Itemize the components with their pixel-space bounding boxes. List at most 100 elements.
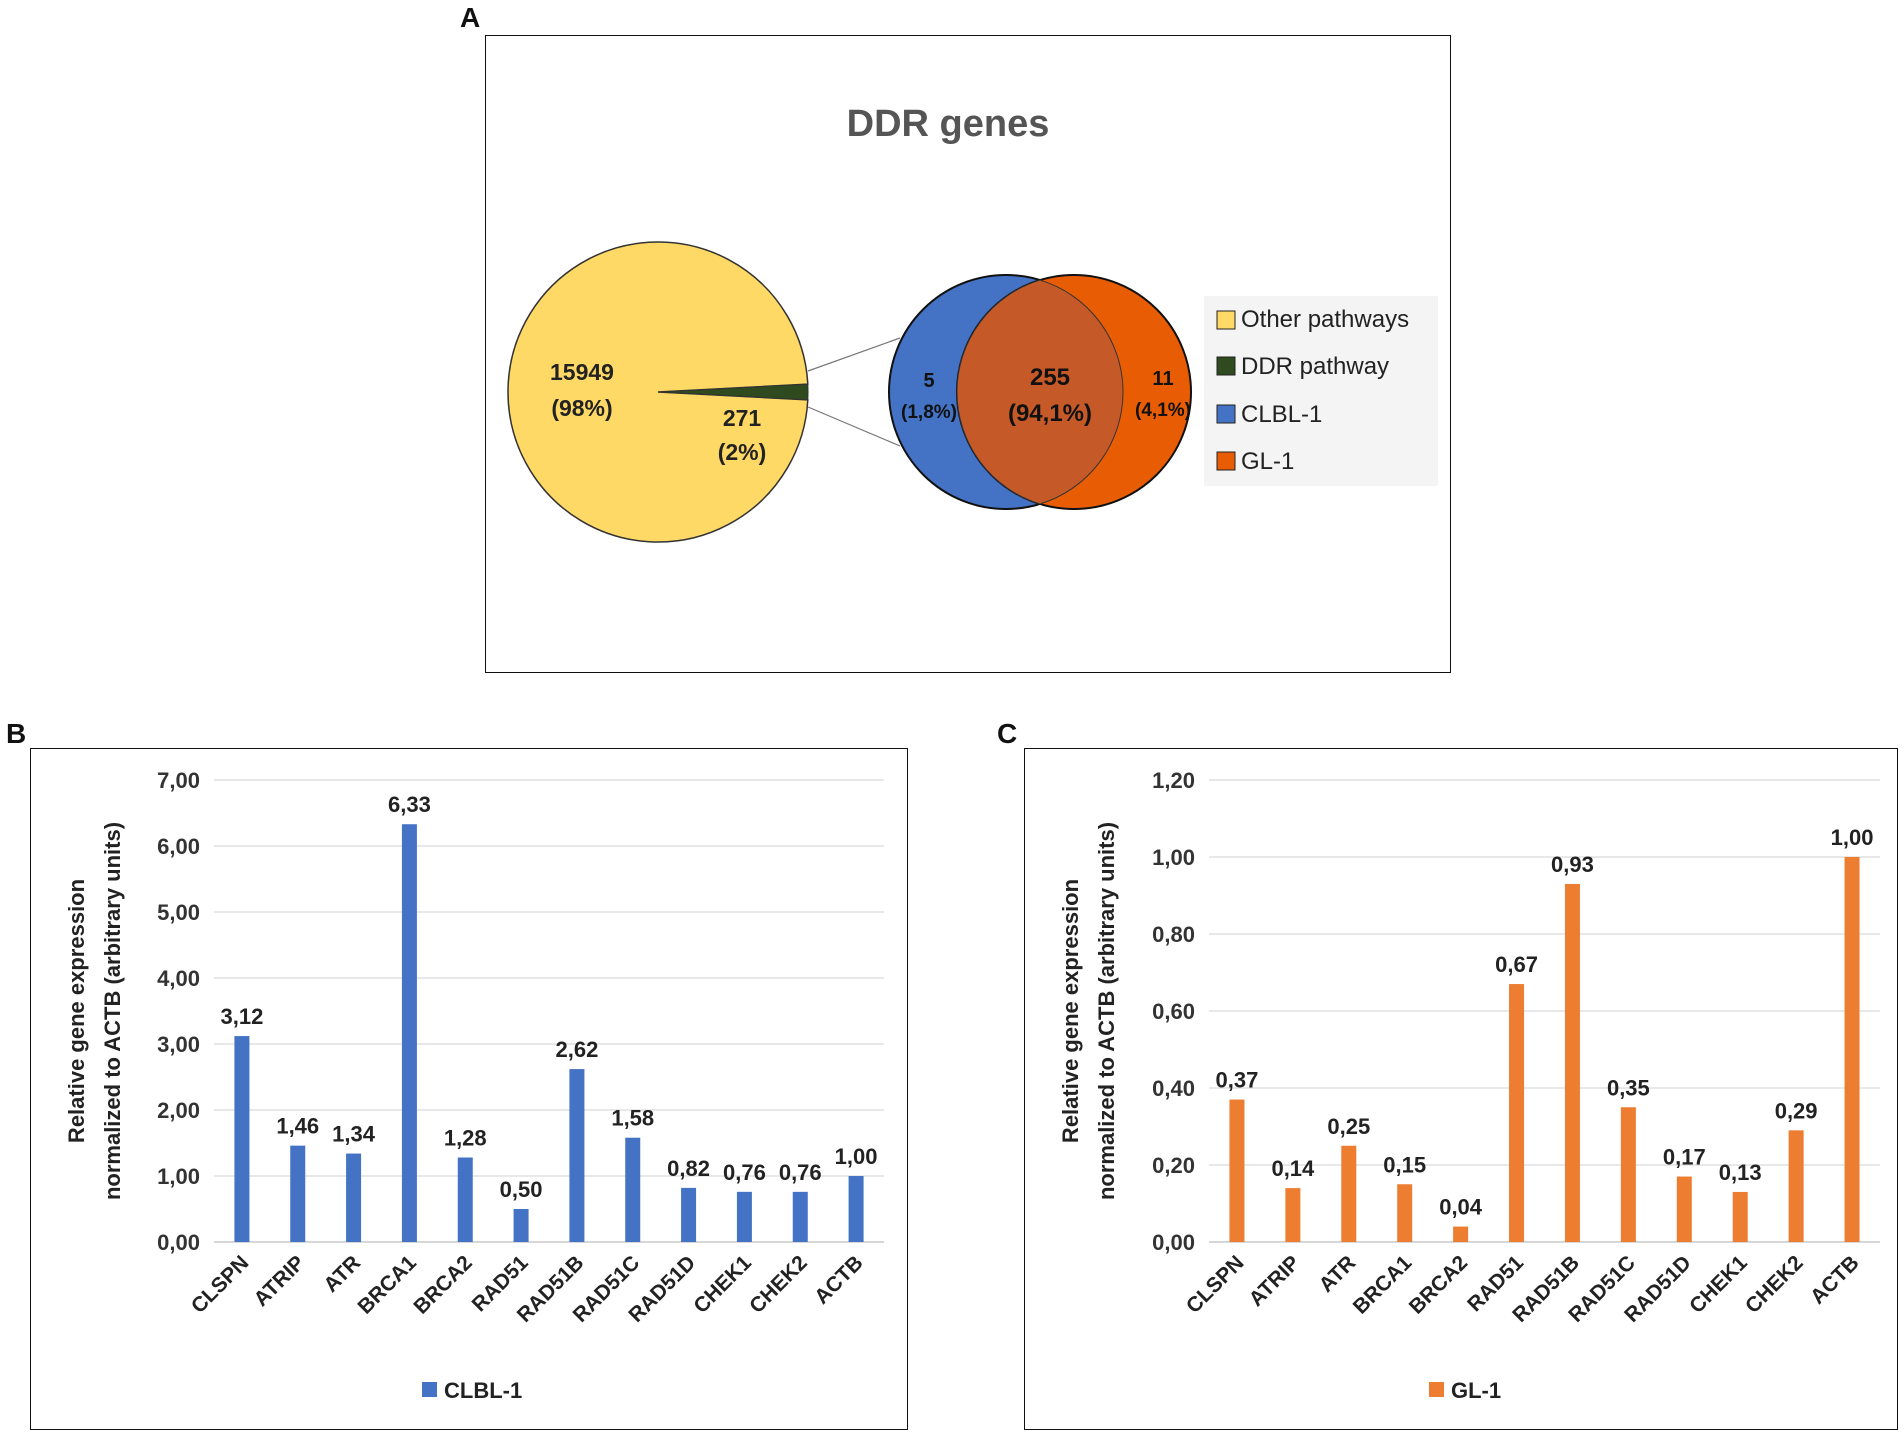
bar-actb [848, 1176, 864, 1242]
bar-value-label: 0,04 [1439, 1195, 1483, 1220]
x-tick-label: ATRIP [250, 1251, 310, 1311]
bar-value-label: 0,25 [1327, 1114, 1370, 1139]
bar-value-label: 0,67 [1495, 952, 1538, 977]
bar-value-label: 2,62 [556, 1037, 599, 1062]
panel-a-legend: Other pathways DDR pathway CLBL-1 GL-1 [1204, 296, 1438, 486]
bar-value-label: 0,37 [1216, 1068, 1259, 1093]
x-tick-label: BRCA2 [409, 1251, 476, 1318]
x-tick-label: BRCA2 [1405, 1251, 1472, 1318]
legend-label-gl1: GL-1 [1241, 448, 1294, 475]
pie-venn-connector-top [807, 337, 901, 372]
legend-label-clbl1-bars: CLBL-1 [444, 1378, 522, 1403]
y-tick-label: 1,00 [1152, 845, 1195, 870]
bar-rad51 [1509, 984, 1525, 1242]
legend-swatch-clbl1 [1216, 404, 1236, 424]
bar-brca2 [1453, 1226, 1469, 1242]
legend-swatch-other-pathways [1216, 310, 1236, 330]
y-tick-label: 4,00 [157, 966, 200, 991]
venn-right-percent: (4,1%) [1135, 400, 1191, 421]
bar-value-label: 0,13 [1719, 1160, 1762, 1185]
x-tick-label: ATRIP [1245, 1251, 1305, 1311]
bar-actb [1844, 857, 1860, 1242]
venn-overlap-region [956, 279, 1124, 505]
bar-chek2 [1788, 1130, 1804, 1242]
bar-value-label: 0,14 [1271, 1156, 1315, 1181]
panel-c-frame [1024, 748, 1898, 1430]
x-tick-label: BRCA1 [354, 1251, 422, 1319]
y-axis-label-line2: normalized to ACTB (arbitrary units) [1094, 822, 1119, 1200]
bar-clspn [1229, 1099, 1245, 1242]
bar-chek1 [736, 1191, 752, 1242]
bar-value-label: 1,46 [276, 1114, 319, 1139]
bar-rad51c [625, 1137, 641, 1242]
bar-chek1 [1732, 1191, 1748, 1242]
venn-overlap-value: 255 [1030, 364, 1070, 391]
bar-value-label: 0,35 [1607, 1075, 1650, 1100]
y-tick-label: 7,00 [157, 768, 200, 793]
pie-label-ddr-percent: (2%) [718, 439, 767, 465]
y-tick-label: 0,80 [1152, 922, 1195, 947]
bar-value-label: 1,00 [835, 1144, 878, 1169]
x-tick-label: CLSPN [1182, 1251, 1249, 1318]
bar-atr [346, 1153, 362, 1242]
panel-letter-b: B [6, 718, 27, 749]
legend-swatch-gl1 [1216, 451, 1236, 471]
legend-swatch-ddr-pathway [1216, 356, 1236, 376]
bar-value-label: 3,12 [221, 1004, 264, 1029]
legend-label-clbl1: CLBL-1 [1241, 401, 1322, 428]
bar-rad51b [569, 1069, 585, 1242]
venn-right-value: 11 [1152, 368, 1173, 390]
bar-value-label: 0,82 [667, 1156, 710, 1181]
legend-swatch-clbl1-bars [422, 1382, 437, 1397]
y-tick-label: 0,40 [1152, 1076, 1195, 1101]
pie-label-other-percent: (98%) [551, 395, 612, 421]
bar-atrip [290, 1145, 306, 1242]
bar-rad51b [1564, 883, 1580, 1242]
bar-value-label: 0,50 [500, 1177, 543, 1202]
legend-label-ddr-pathway: DDR pathway [1241, 353, 1389, 380]
bar-value-label: 0,76 [723, 1160, 766, 1185]
bar-value-label: 0,15 [1383, 1152, 1426, 1177]
y-tick-label: 2,00 [157, 1098, 200, 1123]
bar-rad51d [681, 1187, 697, 1242]
pie-slice-ddr-pathway [657, 383, 809, 401]
y-tick-label: 3,00 [157, 1032, 200, 1057]
bar-value-label: 0,17 [1663, 1145, 1706, 1170]
y-tick-label: 5,00 [157, 900, 200, 925]
bar-value-label: 0,76 [779, 1160, 822, 1185]
y-tick-label: 6,00 [157, 834, 200, 859]
bar-value-label: 1,28 [444, 1126, 487, 1151]
bar-brca1 [401, 824, 417, 1242]
bar-brca1 [1397, 1184, 1413, 1242]
y-tick-label: 1,20 [1152, 768, 1195, 793]
panel-b-chart: 0,00 1,00 2,00 3,00 4,00 5,00 6,00 7,00 Relative… [64, 768, 884, 1327]
x-tick-label: ATR [1315, 1251, 1361, 1297]
bar-atrip [1285, 1188, 1301, 1242]
bar-rad51 [513, 1209, 529, 1242]
pie-label-other-value: 15949 [550, 359, 614, 385]
y-tick-label: 0,20 [1152, 1153, 1195, 1178]
x-tick-label: CHEK2 [1741, 1251, 1808, 1318]
bar-brca2 [457, 1157, 473, 1242]
panel-letter-a: A [460, 2, 481, 33]
venn-left-value: 5 [923, 370, 934, 392]
y-tick-label: 0,60 [1152, 999, 1195, 1024]
y-axis-label-line1: Relative gene expression [64, 879, 89, 1143]
venn-left-percent: (1,8%) [901, 402, 957, 423]
bar-rad51c [1620, 1107, 1636, 1242]
x-tick-label: ATR [319, 1251, 365, 1297]
pie-label-ddr-value: 271 [723, 405, 762, 431]
x-tick-label: BRCA1 [1349, 1251, 1417, 1319]
panel-c-legend: GL-1 [1429, 1378, 1501, 1403]
x-tick-label: CHEK1 [689, 1251, 756, 1318]
pie-slice-other-pathways [507, 241, 809, 543]
legend-a-background [1204, 296, 1438, 486]
panel-b-legend: CLBL-1 [422, 1378, 522, 1403]
y-axis-label-line2: normalized to ACTB (arbitrary units) [100, 822, 125, 1200]
panel-letter-c: C [997, 718, 1018, 749]
bar-value-label: 0,93 [1551, 852, 1594, 877]
x-tick-label: ACTB [810, 1251, 868, 1309]
y-tick-label: 0,00 [1152, 1230, 1195, 1255]
bar-chek2 [792, 1191, 808, 1242]
y-tick-label: 0,00 [157, 1230, 200, 1255]
